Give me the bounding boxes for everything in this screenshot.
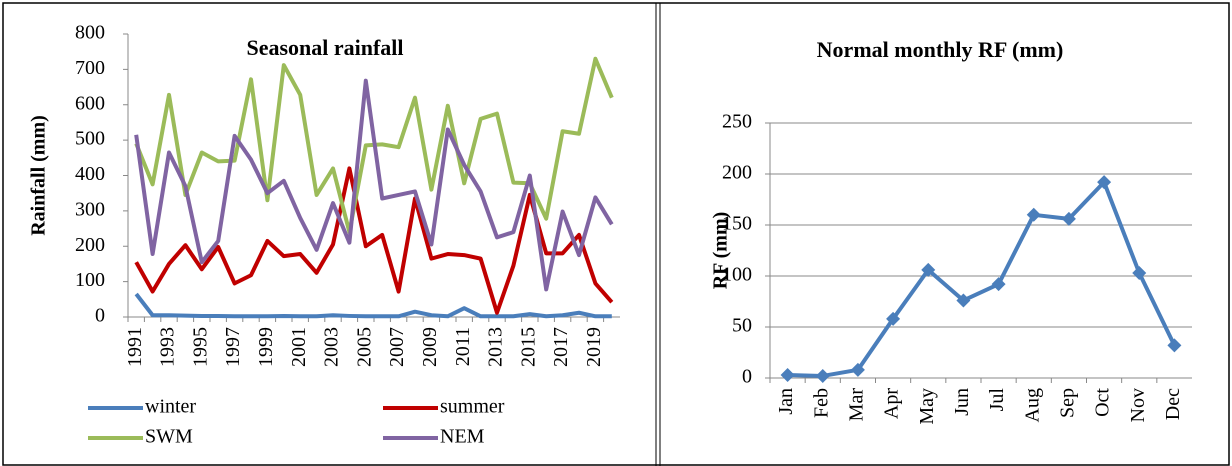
legend-label: NEM [440,426,485,448]
marker [886,311,901,326]
x-tick-label: Jun [951,388,973,416]
y-tick-label: 50 [732,315,752,337]
x-tick-label: Mar [846,388,868,422]
marker [991,277,1006,292]
marker [815,368,830,383]
x-tick-label: Dec [1162,388,1184,420]
x-tick-label: 2009 [419,327,441,367]
y-tick-label: 300 [75,198,105,220]
legend-label: winter [145,396,196,418]
y-tick-label: 600 [75,92,105,114]
x-tick-label: 1995 [189,327,211,367]
x-tick-label: 2007 [386,327,408,367]
x-tick-label: 2013 [485,327,507,367]
x-tick-label: Nov [1127,388,1149,422]
y-tick-label: 0 [742,366,752,388]
legend-label: summer [440,396,505,418]
x-tick-label: 2001 [288,327,310,367]
x-tick-label: Oct [1092,388,1114,417]
y-tick-label: 800 [75,22,105,44]
series-line [787,180,1177,378]
y-tick-label: 100 [75,269,105,291]
marker [921,262,936,277]
x-tick-label: 1993 [157,327,179,367]
marker [850,362,865,377]
x-tick-label: Feb [810,388,832,418]
legend-label: SWM [145,426,193,448]
series-line [134,292,612,319]
y-tick-label: 200 [75,234,105,256]
y-tick-label: 250 [722,111,752,133]
y-tick-label: 400 [75,163,105,185]
x-tick-label: 2015 [517,327,539,367]
chart-title: Normal monthly RF (mm) [817,37,1064,62]
y-tick-label: 700 [75,57,105,79]
x-tick-label: 2005 [353,327,375,367]
x-tick-label: Apr [881,388,903,419]
marker [1061,211,1076,226]
x-tick-label: May [916,388,938,425]
marker [956,293,971,308]
x-tick-label: 2011 [452,327,474,366]
series-line [134,78,614,292]
y-tick-label: 200 [722,162,752,184]
x-tick-label: 2019 [583,327,605,367]
x-tick-label: 1991 [124,327,146,367]
marker [1026,207,1041,222]
marker [1167,338,1182,353]
marker [780,367,795,382]
marker [1097,175,1112,190]
y-tick-label: 100 [722,264,752,286]
chart-title: Seasonal rainfall [246,35,403,60]
x-tick-label: Sep [1057,388,1079,418]
y-axis-label: RF (mm) [710,212,732,290]
x-tick-label: 1999 [255,327,277,367]
x-tick-label: Jan [775,388,797,415]
x-tick-label: 2003 [321,327,343,367]
marker [1132,265,1147,280]
x-tick-label: 1997 [222,327,244,367]
y-tick-label: 0 [95,305,105,327]
x-tick-label: Aug [1021,388,1043,422]
y-tick-label: 150 [722,213,752,235]
x-tick-label: Jul [986,388,1008,412]
y-axis-label: Rainfall (mm) [28,115,50,236]
y-tick-label: 500 [75,128,105,150]
x-tick-label: 2017 [550,327,572,367]
